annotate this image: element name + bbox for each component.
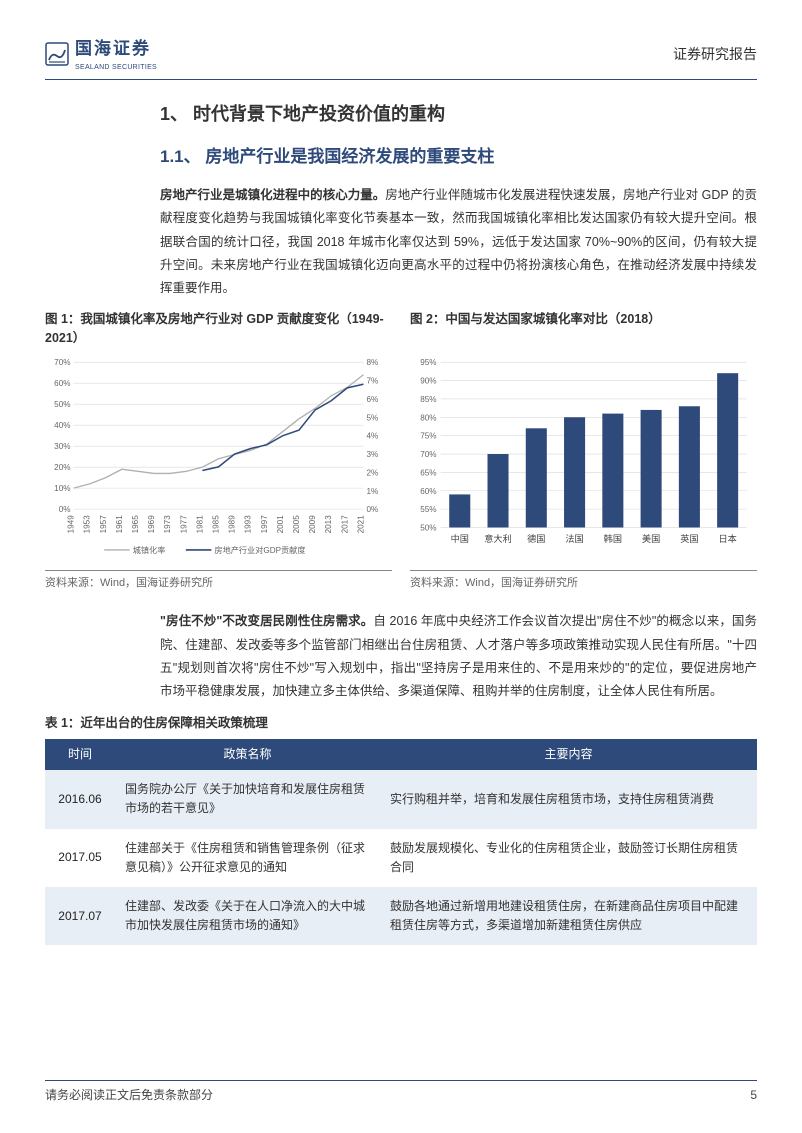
svg-text:0%: 0%: [59, 505, 71, 514]
th-content: 主要内容: [380, 739, 757, 770]
svg-text:2021: 2021: [356, 515, 365, 534]
svg-text:90%: 90%: [420, 377, 436, 386]
page-header: 国海证券 SEALAND SECURITIES 证券研究报告: [45, 35, 757, 80]
svg-text:中国: 中国: [451, 533, 469, 544]
svg-text:1949: 1949: [67, 515, 76, 534]
svg-text:60%: 60%: [54, 379, 70, 388]
svg-text:1993: 1993: [244, 515, 253, 534]
cell-policy-name: 住建部、发改委《关于在人口净流入的大中城市加快发展住房租赁市场的通知》: [115, 887, 380, 945]
paragraph-2: "房住不炒"不改变居民刚性住房需求。自 2016 年底中央经济工作会议首次提出"…: [160, 610, 757, 703]
svg-text:4%: 4%: [366, 432, 378, 441]
svg-text:1989: 1989: [228, 515, 237, 534]
svg-text:75%: 75%: [420, 432, 436, 441]
fig2-chart: 50% 55% 60% 65% 70% 75% 80% 85% 90% 95% 中国 意大利 德国 法国 韩…: [410, 354, 757, 558]
para2-lead: "房住不炒"不改变居民刚性住房需求。: [160, 614, 373, 628]
svg-text:美国: 美国: [642, 533, 660, 544]
logo-text-en: SEALAND SECURITIES: [75, 62, 157, 73]
svg-text:意大利: 意大利: [484, 533, 512, 544]
page-footer: 请务必阅读正文后免责条款部分 5: [45, 1080, 757, 1105]
fig2-title: 图 2：中国与发达国家城镇化率对比（2018）: [410, 310, 757, 348]
policy-table: 时间 政策名称 主要内容 2016.06国务院办公厅《关于加快培育和发展住房租赁…: [45, 739, 757, 945]
svg-text:1973: 1973: [163, 515, 172, 534]
svg-text:3%: 3%: [366, 450, 378, 459]
svg-text:30%: 30%: [54, 442, 70, 451]
svg-text:1985: 1985: [212, 515, 221, 534]
th-name: 政策名称: [115, 739, 380, 770]
table-row: 2017.07住建部、发改委《关于在人口净流入的大中城市加快发展住房租赁市场的通…: [45, 887, 757, 945]
svg-text:法国: 法国: [565, 533, 583, 544]
svg-text:7%: 7%: [366, 377, 378, 386]
svg-text:房地产行业对GDP贡献度: 房地产行业对GDP贡献度: [214, 545, 305, 555]
svg-text:40%: 40%: [54, 421, 70, 430]
cell-policy-name: 住建部关于《住房租赁和销售管理条例（征求意见稿）》公开征求意见的通知: [115, 829, 380, 887]
svg-text:85%: 85%: [420, 395, 436, 404]
figure-row: 图 1：我国城镇化率及房地产行业对 GDP 贡献度变化（1949-2021） 0…: [45, 310, 757, 593]
cell-date: 2017.05: [45, 829, 115, 887]
svg-text:韩国: 韩国: [604, 533, 622, 544]
section-heading-1: 1、 时代背景下地产投资价值的重构: [160, 100, 757, 129]
cell-date: 2016.06: [45, 770, 115, 828]
svg-text:2017: 2017: [340, 515, 349, 534]
svg-text:德国: 德国: [527, 533, 545, 544]
svg-text:70%: 70%: [420, 450, 436, 459]
svg-text:80%: 80%: [420, 413, 436, 422]
para1-lead: 房地产行业是城镇化进程中的核心力量。: [160, 188, 385, 202]
svg-text:0%: 0%: [366, 505, 378, 514]
paragraph-1: 房地产行业是城镇化进程中的核心力量。房地产行业伴随城市化发展进程快速发展，房地产…: [160, 184, 757, 300]
fig1-title: 图 1：我国城镇化率及房地产行业对 GDP 贡献度变化（1949-2021）: [45, 310, 392, 348]
svg-text:50%: 50%: [420, 524, 436, 533]
svg-text:5%: 5%: [366, 413, 378, 422]
svg-text:城镇化率: 城镇化率: [133, 545, 166, 555]
svg-text:1953: 1953: [83, 515, 92, 534]
svg-text:2009: 2009: [308, 515, 317, 534]
cell-policy-name: 国务院办公厅《关于加快培育和发展住房租赁市场的若干意见》: [115, 770, 380, 828]
svg-text:70%: 70%: [54, 358, 70, 367]
svg-text:95%: 95%: [420, 358, 436, 367]
logo-text-cn: 国海证券: [75, 35, 157, 62]
svg-text:2%: 2%: [366, 468, 378, 477]
sealand-logo-icon: [45, 42, 69, 66]
svg-text:1981: 1981: [195, 515, 204, 534]
para1-body: 房地产行业伴随城市化发展进程快速发展，房地产行业对 GDP 的贡献程度变化趋势与…: [160, 188, 757, 295]
svg-text:50%: 50%: [54, 400, 70, 409]
svg-text:1965: 1965: [131, 515, 140, 534]
page-number: 5: [750, 1086, 757, 1105]
figure-2: 图 2：中国与发达国家城镇化率对比（2018） 50% 55% 60% 65% 70% 7…: [410, 310, 757, 593]
svg-text:60%: 60%: [420, 487, 436, 496]
table-row: 2017.05住建部关于《住房租赁和销售管理条例（征求意见稿）》公开征求意见的通…: [45, 829, 757, 887]
table-row: 2016.06国务院办公厅《关于加快培育和发展住房租赁市场的若干意见》实行购租并…: [45, 770, 757, 828]
table-header-row: 时间 政策名称 主要内容: [45, 739, 757, 770]
svg-text:6%: 6%: [366, 395, 378, 404]
header-doc-type: 证券研究报告: [673, 43, 757, 65]
svg-text:2005: 2005: [292, 515, 301, 534]
svg-text:65%: 65%: [420, 468, 436, 477]
svg-text:1957: 1957: [99, 515, 108, 534]
cell-date: 2017.07: [45, 887, 115, 945]
table1-title: 表 1：近年出台的住房保障相关政策梳理: [45, 713, 757, 733]
svg-text:1977: 1977: [179, 515, 188, 534]
th-date: 时间: [45, 739, 115, 770]
cell-policy-content: 鼓励发展规模化、专业化的住房租赁企业，鼓励签订长期住房租赁合同: [380, 829, 757, 887]
company-logo: 国海证券 SEALAND SECURITIES: [45, 35, 157, 73]
svg-text:1961: 1961: [115, 515, 124, 534]
svg-text:日本: 日本: [718, 533, 736, 544]
svg-text:8%: 8%: [366, 358, 378, 367]
figure-1: 图 1：我国城镇化率及房地产行业对 GDP 贡献度变化（1949-2021） 0…: [45, 310, 392, 593]
fig1-source: 资料来源：Wind，国海证券研究所: [45, 570, 392, 593]
section-heading-1-1: 1.1、 房地产行业是我国经济发展的重要支柱: [160, 143, 757, 170]
svg-text:英国: 英国: [680, 533, 698, 544]
svg-text:1997: 1997: [260, 515, 269, 534]
svg-text:1969: 1969: [147, 515, 156, 534]
svg-text:1%: 1%: [366, 487, 378, 496]
svg-text:20%: 20%: [54, 463, 70, 472]
cell-policy-content: 鼓励各地通过新增用地建设租赁住房，在新建商品住房项目中配建租赁住房等方式，多渠道…: [380, 887, 757, 945]
svg-text:2001: 2001: [276, 515, 285, 534]
fig2-source: 资料来源：Wind，国海证券研究所: [410, 570, 757, 593]
fig1-chart: 0% 10% 20% 30% 40% 50% 60% 70% 0% 1% 2% 3% 4% 5% 6% 7% 8…: [45, 354, 392, 558]
footer-disclaimer: 请务必阅读正文后免责条款部分: [45, 1086, 213, 1105]
svg-text:55%: 55%: [420, 505, 436, 514]
cell-policy-content: 实行购租并举，培育和发展住房租赁市场，支持住房租赁消费: [380, 770, 757, 828]
svg-text:2013: 2013: [324, 515, 333, 534]
svg-text:10%: 10%: [54, 484, 70, 493]
